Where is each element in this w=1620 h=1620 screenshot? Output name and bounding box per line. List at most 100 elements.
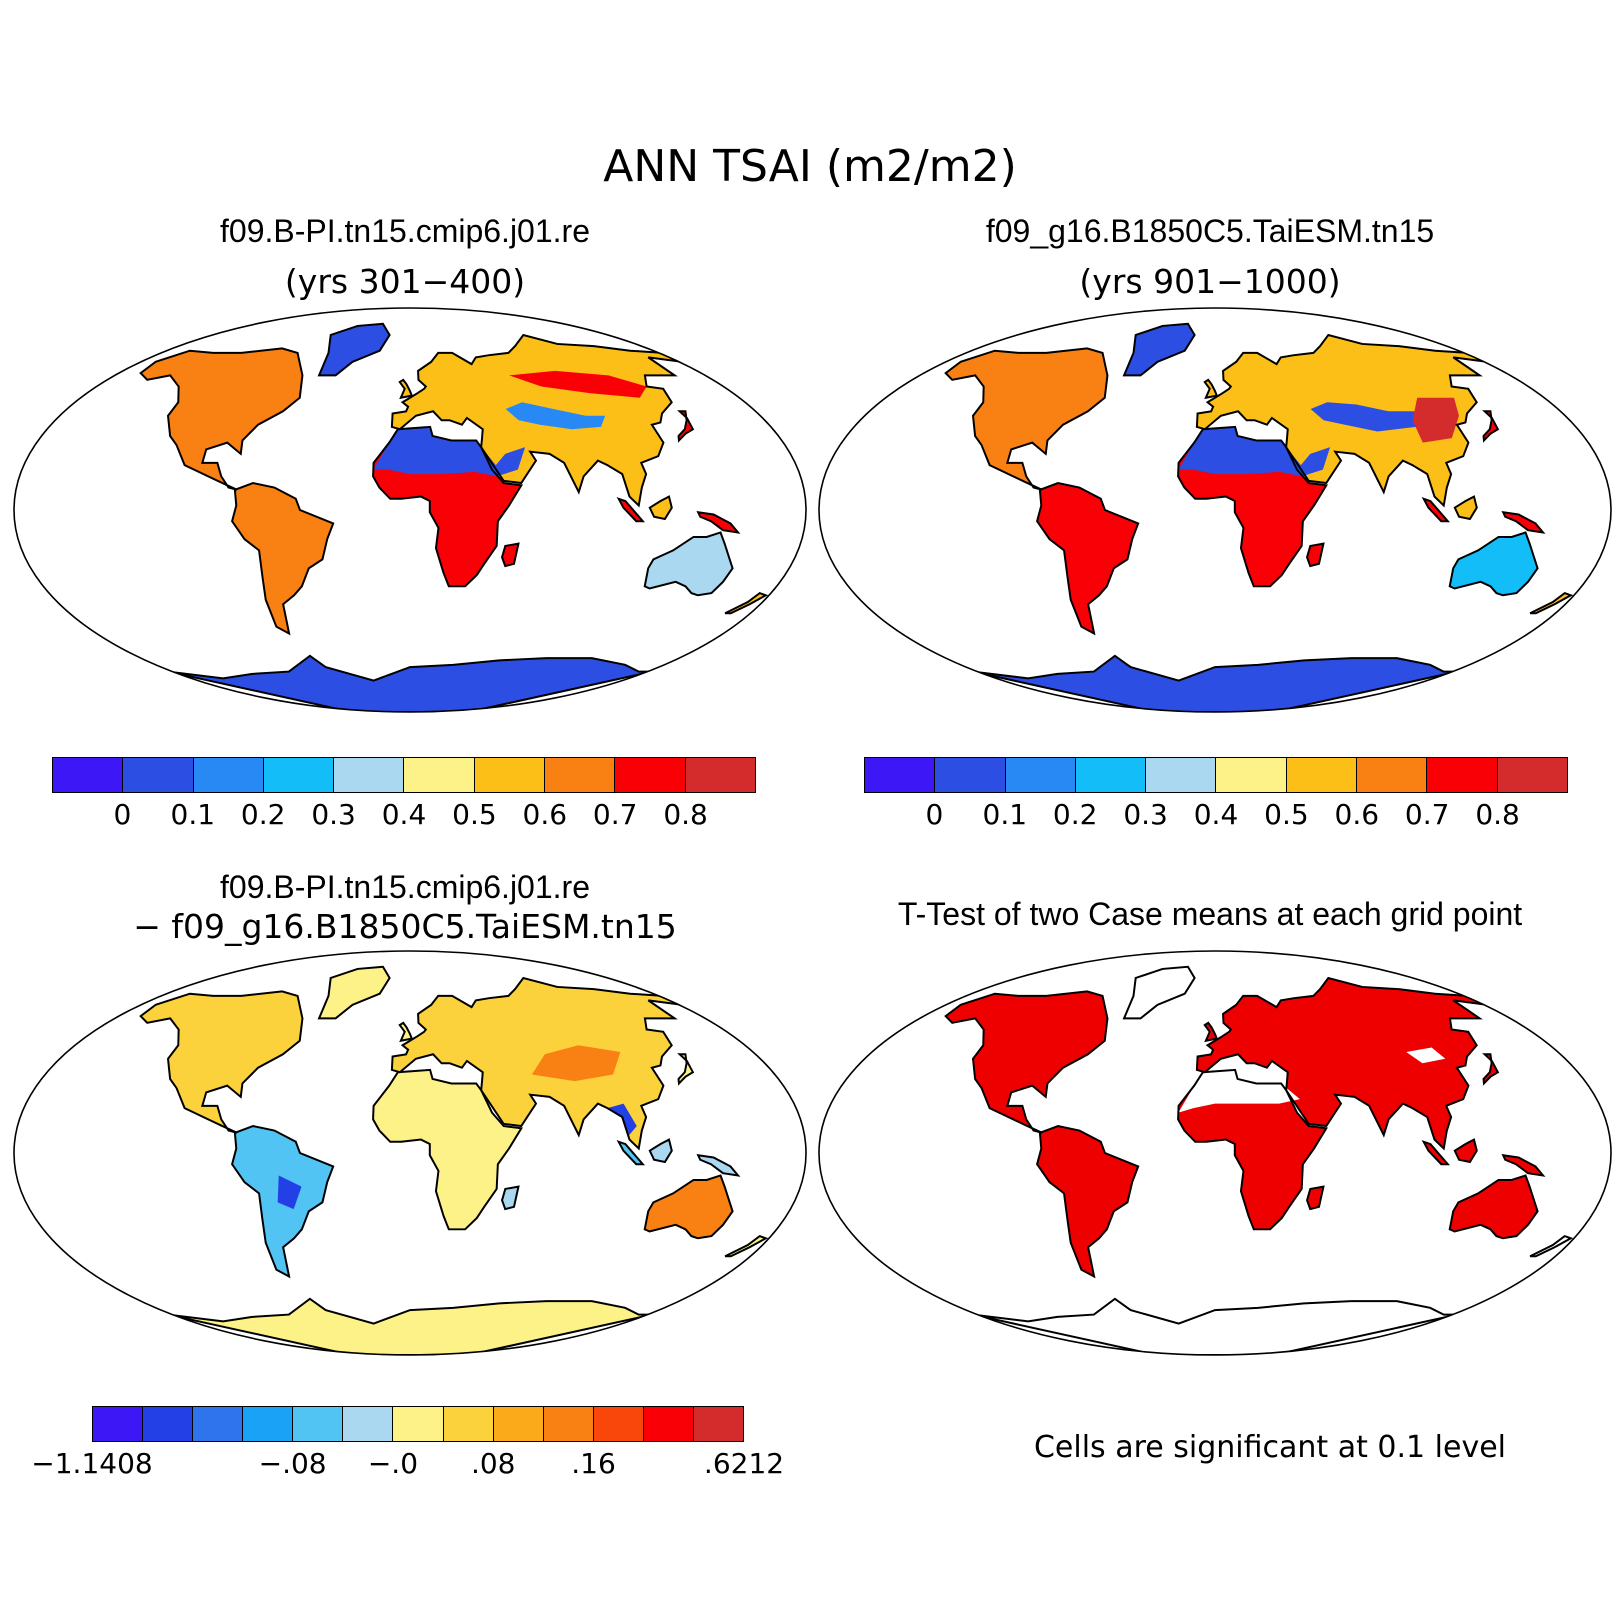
- coastline-europeAsia: [1195, 333, 1489, 508]
- colorbar-swatch: [123, 758, 194, 792]
- map-background: [13, 951, 807, 1355]
- colorbar-swatch: [643, 1407, 694, 1441]
- colorbar-swatch: [1075, 758, 1147, 792]
- colorbar-tick-label: −.0: [367, 1447, 419, 1480]
- coastline-africa: [1177, 425, 1328, 588]
- coastline-northAmerica: [944, 347, 1109, 491]
- coastline-antarctica: [167, 1297, 653, 1355]
- land-australia: [644, 532, 733, 596]
- coastline-japan: [1482, 1053, 1500, 1086]
- central-asia-zone: [1310, 402, 1418, 432]
- east-asia-zone: [1412, 397, 1459, 443]
- coastline-greenland: [1122, 322, 1196, 377]
- panel-2-subtitle: (yrs 901−1000): [1079, 262, 1341, 301]
- colorbar-tick-label: 0.7: [592, 798, 638, 831]
- coastline-borneo: [648, 495, 673, 521]
- colorbar-swatch: [543, 1407, 594, 1441]
- map-border: [818, 950, 1612, 1356]
- colorbar-tick-label: −1.1408: [31, 1447, 153, 1480]
- colorbar-swatch: [693, 1407, 744, 1441]
- coastline-borneo: [1453, 1138, 1478, 1164]
- land-borneo: [1454, 496, 1477, 519]
- coastline-sumatra: [1421, 1140, 1451, 1166]
- land-borneo: [649, 496, 672, 519]
- map-case-2: [818, 307, 1612, 713]
- colorbar-swatch: [1286, 758, 1358, 792]
- colorbar-difference: [92, 1406, 744, 1442]
- colorbar-tick-label: 0.4: [381, 798, 427, 831]
- boreal-zone: [509, 370, 647, 398]
- coastline-japan: [677, 410, 695, 443]
- coastline-southAmerica: [231, 1125, 335, 1279]
- panel-1-title: f09.B-PI.tn15.cmip6.j01.re: [220, 213, 590, 249]
- land-europeAsia: [391, 977, 683, 1149]
- coastline-greenland: [317, 322, 391, 377]
- coastline-northAmerica: [139, 990, 304, 1134]
- colorbar-case-2: [864, 757, 1568, 793]
- coastline-madagascar: [1305, 542, 1325, 568]
- colorbar-tick-label: 0.1: [170, 798, 216, 831]
- land-greenland: [319, 323, 390, 376]
- coastline-borneo: [1453, 495, 1478, 521]
- colorbar-swatch: [615, 758, 686, 792]
- colorbar-swatch: [293, 1407, 344, 1441]
- colorbar-tick-label: 0.1: [982, 798, 1028, 831]
- central-asia-zone: [531, 1045, 621, 1082]
- land-nz: [1530, 593, 1571, 614]
- land-greenland: [1124, 323, 1195, 376]
- colorbar-swatch: [493, 1407, 544, 1441]
- colorbar-tick-label: 0.2: [240, 798, 286, 831]
- colorbar-swatch: [474, 758, 546, 792]
- coastline-newGuinea: [1501, 1154, 1546, 1177]
- coastline-antarctica: [167, 654, 653, 712]
- coastline-sumatra: [616, 497, 646, 523]
- land-australia: [644, 1175, 733, 1239]
- colorbar-tick-label: 0.6: [1334, 798, 1380, 831]
- colorbar-tick-label: 0.8: [1475, 798, 1520, 831]
- colorbar-tick-label: .08: [470, 1447, 516, 1480]
- panel-1-subtitle: (yrs 301−400): [284, 262, 526, 301]
- land-nz: [725, 1236, 766, 1257]
- coastline-europeAsia: [390, 976, 684, 1151]
- colorbar-swatch: [593, 1407, 644, 1441]
- colorbar-tick-label: 0: [113, 798, 132, 831]
- colorbar-tick-label: 0.2: [1052, 798, 1098, 831]
- colorbar-tick-label: 0.8: [663, 798, 708, 831]
- colorbar-swatch: [404, 758, 475, 792]
- map-background: [818, 308, 1612, 712]
- coastline-greenland: [1122, 965, 1196, 1020]
- land-europeAsia: [1196, 977, 1488, 1149]
- colorbar-swatch: [143, 1407, 194, 1441]
- coastline-japan: [1482, 410, 1500, 443]
- coastline-africa: [372, 425, 523, 588]
- colorbar-tick-label: 0.4: [1193, 798, 1239, 831]
- coastline-greenland: [317, 965, 391, 1020]
- coastline-madagascar: [500, 1185, 520, 1211]
- coastline-southAmerica: [1036, 482, 1140, 636]
- central-asia-zone: [505, 402, 606, 430]
- land-newGuinea: [1503, 512, 1544, 533]
- map-border: [13, 307, 807, 713]
- coastline-japan: [677, 1053, 695, 1086]
- land-australia: [1449, 532, 1538, 596]
- colorbar-swatch: [1146, 758, 1217, 792]
- colorbar-swatch: [1216, 758, 1287, 792]
- colorbar-swatch: [935, 758, 1006, 792]
- land-nz: [725, 593, 766, 614]
- white-patch-zone: [1406, 1047, 1446, 1064]
- land-borneo: [649, 1139, 672, 1162]
- map-background: [13, 308, 807, 712]
- coastline-europeAsia: [390, 333, 684, 508]
- coastline-australia: [643, 531, 734, 597]
- coastline-nz: [724, 1234, 769, 1258]
- colorbar-swatch: [93, 1407, 144, 1441]
- coastline-madagascar: [1305, 1185, 1325, 1211]
- coastline-antarctica: [972, 1297, 1458, 1355]
- south-america-zone: [277, 1175, 302, 1210]
- coastline-madagascar: [500, 542, 520, 568]
- colorbar-swatch: [193, 1407, 244, 1441]
- colorbar-swatch: [263, 758, 335, 792]
- colorbar-swatch: [1357, 758, 1428, 792]
- colorbar-swatch: [545, 758, 616, 792]
- significance-note: Cells are significant at 0.1 level: [1033, 1430, 1506, 1465]
